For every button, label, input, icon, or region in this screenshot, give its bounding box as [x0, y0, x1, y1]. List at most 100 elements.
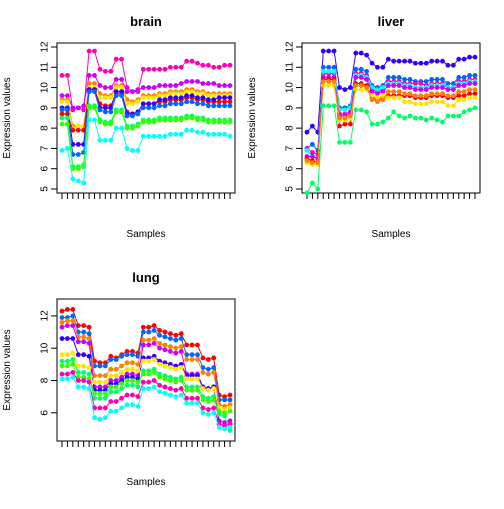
data-point: [65, 376, 70, 382]
data-point: [402, 91, 407, 97]
data-point: [108, 366, 114, 372]
data-point: [167, 392, 173, 398]
y-tick-label: 7: [285, 145, 296, 151]
data-point: [211, 97, 217, 103]
data-point: [195, 352, 200, 358]
data-point: [304, 190, 310, 196]
data-point: [364, 77, 370, 82]
data-point: [151, 105, 157, 111]
data-point: [178, 117, 184, 123]
y-axis-label: Expression values: [2, 329, 13, 410]
data-point: [75, 152, 81, 157]
data-point: [97, 416, 103, 422]
data-point: [423, 79, 429, 84]
data-point: [320, 79, 326, 84]
data-point: [102, 121, 108, 127]
data-point: [222, 131, 227, 137]
data-point: [173, 394, 179, 400]
data-point: [151, 336, 157, 341]
data-point: [135, 123, 141, 129]
data-point: [326, 103, 332, 109]
data-point: [173, 117, 179, 123]
data-point: [385, 115, 391, 121]
data-point: [97, 66, 103, 72]
data-point: [205, 387, 211, 393]
data-point: [92, 105, 97, 111]
data-point: [205, 119, 211, 125]
data-point: [59, 324, 65, 330]
data-point: [81, 363, 87, 369]
data-point: [407, 77, 413, 82]
data-point: [146, 105, 152, 111]
data-point: [157, 382, 162, 388]
data-point: [342, 115, 348, 121]
data-point: [119, 93, 125, 99]
data-point: [151, 378, 157, 383]
data-point: [108, 384, 114, 390]
data-point: [369, 121, 375, 127]
data-point: [407, 85, 413, 90]
data-point: [227, 119, 233, 125]
y-tick-label: 12: [40, 41, 51, 53]
plot-frame: [301, 42, 481, 194]
data-point: [412, 60, 418, 66]
data-point: [331, 79, 337, 84]
data-point: [130, 382, 135, 388]
data-point: [402, 115, 407, 121]
data-point: [445, 87, 451, 92]
data-point: [429, 115, 435, 121]
data-point: [385, 75, 391, 80]
data-point: [140, 133, 146, 139]
data-point: [200, 62, 206, 68]
data-point: [97, 95, 103, 101]
data-point: [434, 77, 440, 82]
data-point: [331, 103, 337, 109]
data-point: [162, 97, 168, 103]
data-point: [92, 73, 97, 78]
data-point: [200, 129, 206, 135]
data-point: [375, 95, 380, 101]
data-point: [135, 148, 141, 153]
data-point: [130, 378, 135, 383]
data-point: [146, 119, 152, 125]
data-point: [119, 77, 125, 82]
data-point: [189, 342, 195, 348]
series-4: [304, 75, 478, 161]
data-point: [113, 384, 119, 390]
data-point: [146, 379, 152, 385]
data-point: [65, 121, 70, 127]
data-point: [472, 81, 478, 86]
data-point: [124, 402, 130, 408]
data-point: [222, 397, 227, 403]
data-point: [167, 336, 173, 341]
data-point: [189, 400, 195, 406]
data-point: [130, 148, 135, 153]
y-tick-label: 9: [40, 105, 51, 111]
data-point: [130, 101, 135, 107]
data-point: [189, 395, 195, 401]
data-point: [108, 389, 114, 395]
data-point: [184, 93, 190, 99]
data-point: [216, 131, 222, 137]
data-point: [70, 361, 76, 367]
data-point: [429, 91, 435, 97]
data-point: [113, 357, 119, 362]
y-tick-label: 11: [40, 62, 51, 73]
data-point: [200, 386, 206, 391]
data-point: [140, 342, 146, 348]
data-point: [124, 146, 130, 151]
y-tick-label: 10: [40, 342, 51, 354]
data-point: [467, 81, 472, 86]
data-point: [81, 180, 87, 186]
data-point: [162, 334, 168, 340]
data-point: [140, 386, 146, 391]
data-point: [92, 117, 97, 123]
data-point: [178, 344, 184, 349]
data-point: [108, 137, 114, 143]
data-point: [65, 146, 70, 151]
data-point: [391, 109, 397, 115]
data-point: [396, 83, 402, 88]
data-point: [130, 89, 135, 95]
data-point: [184, 376, 190, 382]
data-point: [418, 87, 424, 92]
